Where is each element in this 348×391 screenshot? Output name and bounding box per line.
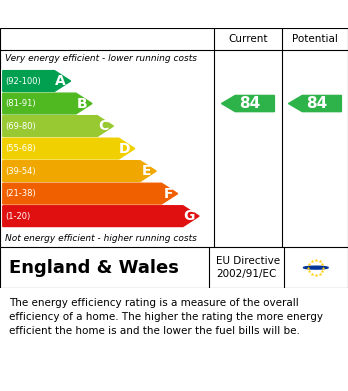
Text: EU Directive
2002/91/EC: EU Directive 2002/91/EC: [216, 256, 280, 279]
Text: (1-20): (1-20): [6, 212, 31, 221]
Polygon shape: [3, 93, 92, 114]
Text: 84: 84: [306, 96, 327, 111]
Text: D: D: [119, 142, 130, 156]
Text: Not energy efficient - higher running costs: Not energy efficient - higher running co…: [5, 234, 197, 243]
Text: A: A: [55, 74, 66, 88]
Text: (92-100): (92-100): [6, 77, 41, 86]
Text: England & Wales: England & Wales: [9, 258, 179, 277]
Text: The energy efficiency rating is a measure of the overall efficiency of a home. T: The energy efficiency rating is a measur…: [9, 298, 323, 336]
Circle shape: [303, 266, 328, 269]
Polygon shape: [221, 95, 275, 112]
Polygon shape: [3, 71, 71, 91]
Text: F: F: [163, 187, 173, 201]
Text: (69-80): (69-80): [6, 122, 36, 131]
Polygon shape: [3, 183, 177, 204]
Text: (55-68): (55-68): [6, 144, 36, 153]
Text: C: C: [98, 119, 109, 133]
Text: 84: 84: [239, 96, 260, 111]
Text: (39-54): (39-54): [6, 167, 36, 176]
Text: Very energy efficient - lower running costs: Very energy efficient - lower running co…: [5, 54, 197, 63]
Polygon shape: [288, 95, 341, 112]
Text: B: B: [77, 97, 87, 111]
Polygon shape: [3, 206, 199, 226]
Text: (21-38): (21-38): [6, 189, 36, 198]
Text: Current: Current: [228, 34, 268, 44]
Text: E: E: [142, 164, 151, 178]
Polygon shape: [3, 116, 113, 136]
Polygon shape: [3, 161, 156, 181]
Polygon shape: [3, 138, 135, 159]
Text: G: G: [183, 209, 194, 223]
Text: (81-91): (81-91): [6, 99, 36, 108]
Text: Energy Efficiency Rating: Energy Efficiency Rating: [9, 7, 230, 22]
Text: Potential: Potential: [292, 34, 338, 44]
